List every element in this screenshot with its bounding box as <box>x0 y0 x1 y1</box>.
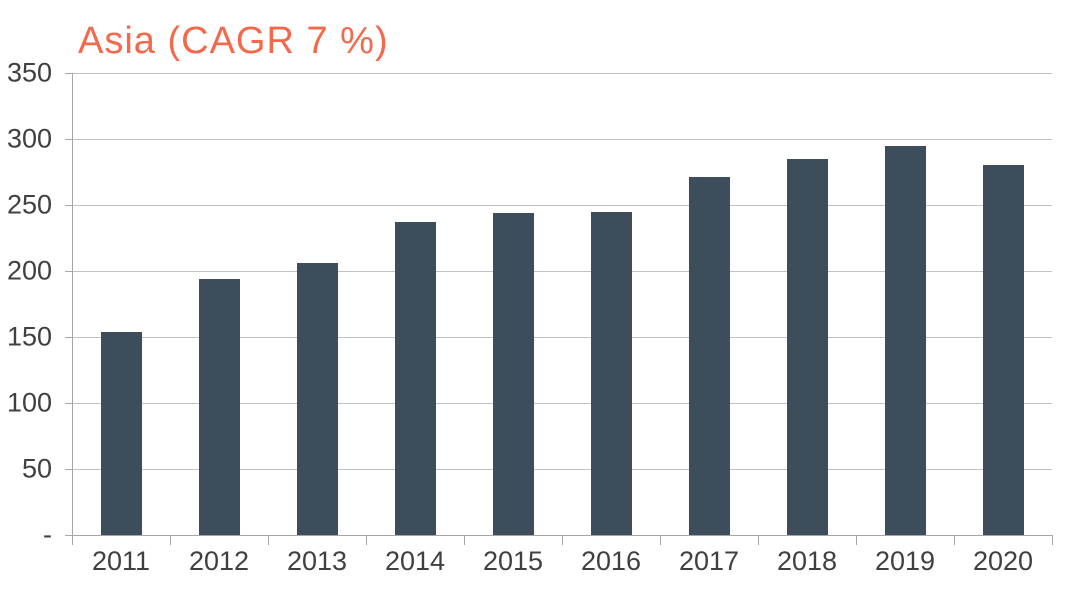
bar-2019 <box>884 145 926 535</box>
bar-2014 <box>394 222 436 535</box>
x-axis-tick <box>953 535 955 545</box>
chart-title: Asia (CAGR 7 %) <box>78 20 389 62</box>
y-axis-tick <box>65 468 72 470</box>
y-tick-label: - <box>43 519 52 550</box>
x-tick-label: 2015 <box>482 546 544 576</box>
x-axis-tick <box>757 535 759 545</box>
bar-2020 <box>982 165 1024 535</box>
gridline <box>72 138 1052 140</box>
y-tick-label: 150 <box>6 321 52 352</box>
bar-2018 <box>786 158 828 535</box>
gridline <box>72 402 1052 404</box>
x-axis-tick <box>1051 535 1053 545</box>
gridline <box>72 72 1052 74</box>
x-axis-tick <box>365 535 367 545</box>
x-axis-tick <box>855 535 857 545</box>
x-tick-label: 2019 <box>874 546 936 576</box>
x-axis-tick <box>71 535 73 545</box>
y-tick-label: 350 <box>6 57 52 88</box>
x-tick-label: 2011 <box>91 546 151 576</box>
y-axis-tick <box>65 138 72 140</box>
x-axis-tick <box>463 535 465 545</box>
x-tick-label: 2013 <box>286 546 348 576</box>
y-axis-line <box>72 73 73 535</box>
y-tick-label: 300 <box>6 123 52 154</box>
gridline <box>72 336 1052 338</box>
y-axis-tick <box>65 72 72 74</box>
y-axis-tick <box>65 402 72 404</box>
bar-2017 <box>688 177 730 535</box>
y-tick-label: 50 <box>21 453 52 484</box>
bar-2015 <box>492 212 534 535</box>
x-tick-label: 2018 <box>776 546 838 576</box>
x-tick-label: 2014 <box>384 546 446 576</box>
y-axis-tick <box>65 270 72 272</box>
y-tick-label: 100 <box>6 387 52 418</box>
bar-2011 <box>100 331 142 535</box>
x-tick-label: 2012 <box>188 546 250 576</box>
bar-2013 <box>296 263 338 535</box>
x-axis-line <box>65 534 1052 536</box>
y-tick-label: 200 <box>6 255 52 286</box>
x-axis-tick <box>169 535 171 545</box>
y-axis-tick <box>65 336 72 338</box>
x-tick-label: 2020 <box>972 546 1034 576</box>
x-axis-tick <box>267 535 269 545</box>
bar-2016 <box>590 211 632 535</box>
x-axis-tick <box>561 535 563 545</box>
gridline <box>72 270 1052 272</box>
x-tick-label: 2017 <box>678 546 740 576</box>
gridline <box>72 204 1052 206</box>
y-tick-label: 250 <box>6 189 52 220</box>
x-axis-tick <box>659 535 661 545</box>
y-axis-tick <box>65 204 72 206</box>
bar-2012 <box>198 278 240 535</box>
gridline <box>72 468 1052 470</box>
x-tick-label: 2016 <box>580 546 642 576</box>
